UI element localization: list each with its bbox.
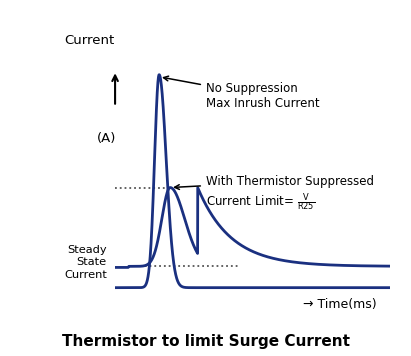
Text: No Suppression
Max Inrush Current: No Suppression Max Inrush Current (164, 76, 320, 110)
Text: Steady
State
Current: Steady State Current (64, 245, 107, 279)
Text: With Thermistor Suppressed: With Thermistor Suppressed (175, 175, 374, 189)
Text: Current Limit= $\mathregular{\frac{V}{R25}}$: Current Limit= $\mathregular{\frac{V}{R2… (206, 192, 315, 213)
Text: (A): (A) (97, 132, 116, 145)
Text: Current: Current (65, 34, 115, 47)
Text: → Time(ms): → Time(ms) (303, 298, 377, 311)
Text: Thermistor to limit Surge Current: Thermistor to limit Surge Current (62, 334, 349, 349)
